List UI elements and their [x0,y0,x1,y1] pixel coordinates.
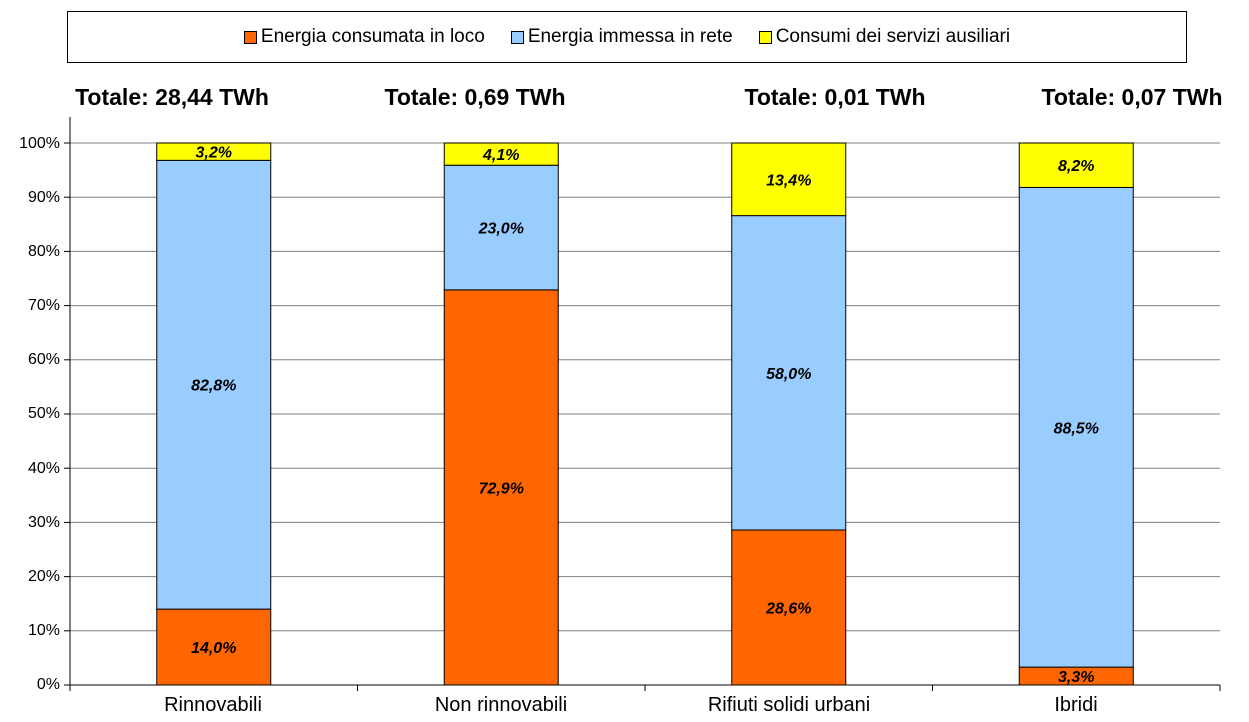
legend-label-consumata: Energia consumata in loco [260,26,485,47]
bar-segment-2-2 [731,142,847,217]
data-label-1-1: 23,0% [478,221,524,238]
data-label-0-0: 14,0% [191,640,236,657]
bar-segment-1-2 [443,142,559,166]
legend: Energia consumata in loco Energia immess… [67,11,1187,63]
y-tick-label-100: 100% [19,135,60,152]
total-label-non-rinnovabili: Totale: 0,69 TWh [384,84,566,110]
bar-segment-3-2 [1018,142,1134,188]
y-tick-label-90: 90% [27,189,60,206]
y-tick-label-30: 30% [27,514,60,531]
data-label-2-2: 13,4% [766,172,811,189]
legend-swatch-ausiliari [758,30,772,44]
total-label-rifiuti: Totale: 0,01 TWh [744,84,926,110]
x-category-label-rinnovabili: Rinnovabili [164,694,262,716]
data-label-2-0: 28,6% [765,600,811,617]
x-category-label-rifiuti: Rifiuti solidi urbani [707,694,871,716]
legend-item-consumata: Energia consumata in loco [243,26,485,48]
data-label-3-0: 3,3% [1058,669,1094,686]
data-label-1-0: 72,9% [479,480,524,497]
bar-segment-1-0 [443,289,559,686]
data-label-0-2: 3,2% [196,145,232,162]
y-tick-label-20: 20% [27,568,60,585]
bar-segment-0-2 [156,142,272,161]
y-tick-label-40: 40% [27,460,60,477]
y-tick-label-50: 50% [27,405,60,422]
y-tick-label-10: 10% [27,622,60,639]
legend-swatch-consumata [243,30,257,44]
data-label-2-1: 58,0% [766,366,811,383]
legend-item-immessa: Energia immessa in rete [510,26,733,48]
legend-swatch-immessa [510,30,524,44]
y-tick-label-0: 0% [36,676,60,693]
bar-segment-2-0 [731,529,847,686]
bar-segment-1-1 [443,164,559,291]
data-label-0-1: 82,8% [191,378,236,395]
data-label-3-2: 8,2% [1058,158,1094,175]
bar-segment-3-1 [1018,186,1134,668]
legend-label-immessa: Energia immessa in rete [527,26,733,47]
total-label-ibridi: Totale: 0,07 TWh [1041,84,1223,110]
legend-item-ausiliari: Consumi dei servizi ausiliari [758,26,1011,48]
bar-segment-2-1 [731,215,847,531]
total-label-rinnovabili: Totale: 28,44 TWh [75,84,269,110]
bar-segment-0-1 [156,159,272,610]
x-category-label-non-rinnovabili: Non rinnovabili [434,694,568,716]
data-label-1-2: 4,1% [482,147,519,164]
y-tick-label-80: 80% [27,243,60,260]
legend-label-ausiliari: Consumi dei servizi ausiliari [775,26,1011,47]
y-tick-label-60: 60% [27,351,60,368]
x-category-label-ibridi: Ibridi [1054,694,1098,716]
bar-segment-0-0 [156,608,272,686]
data-label-3-1: 88,5% [1054,420,1099,437]
y-tick-label-70: 70% [27,297,60,314]
